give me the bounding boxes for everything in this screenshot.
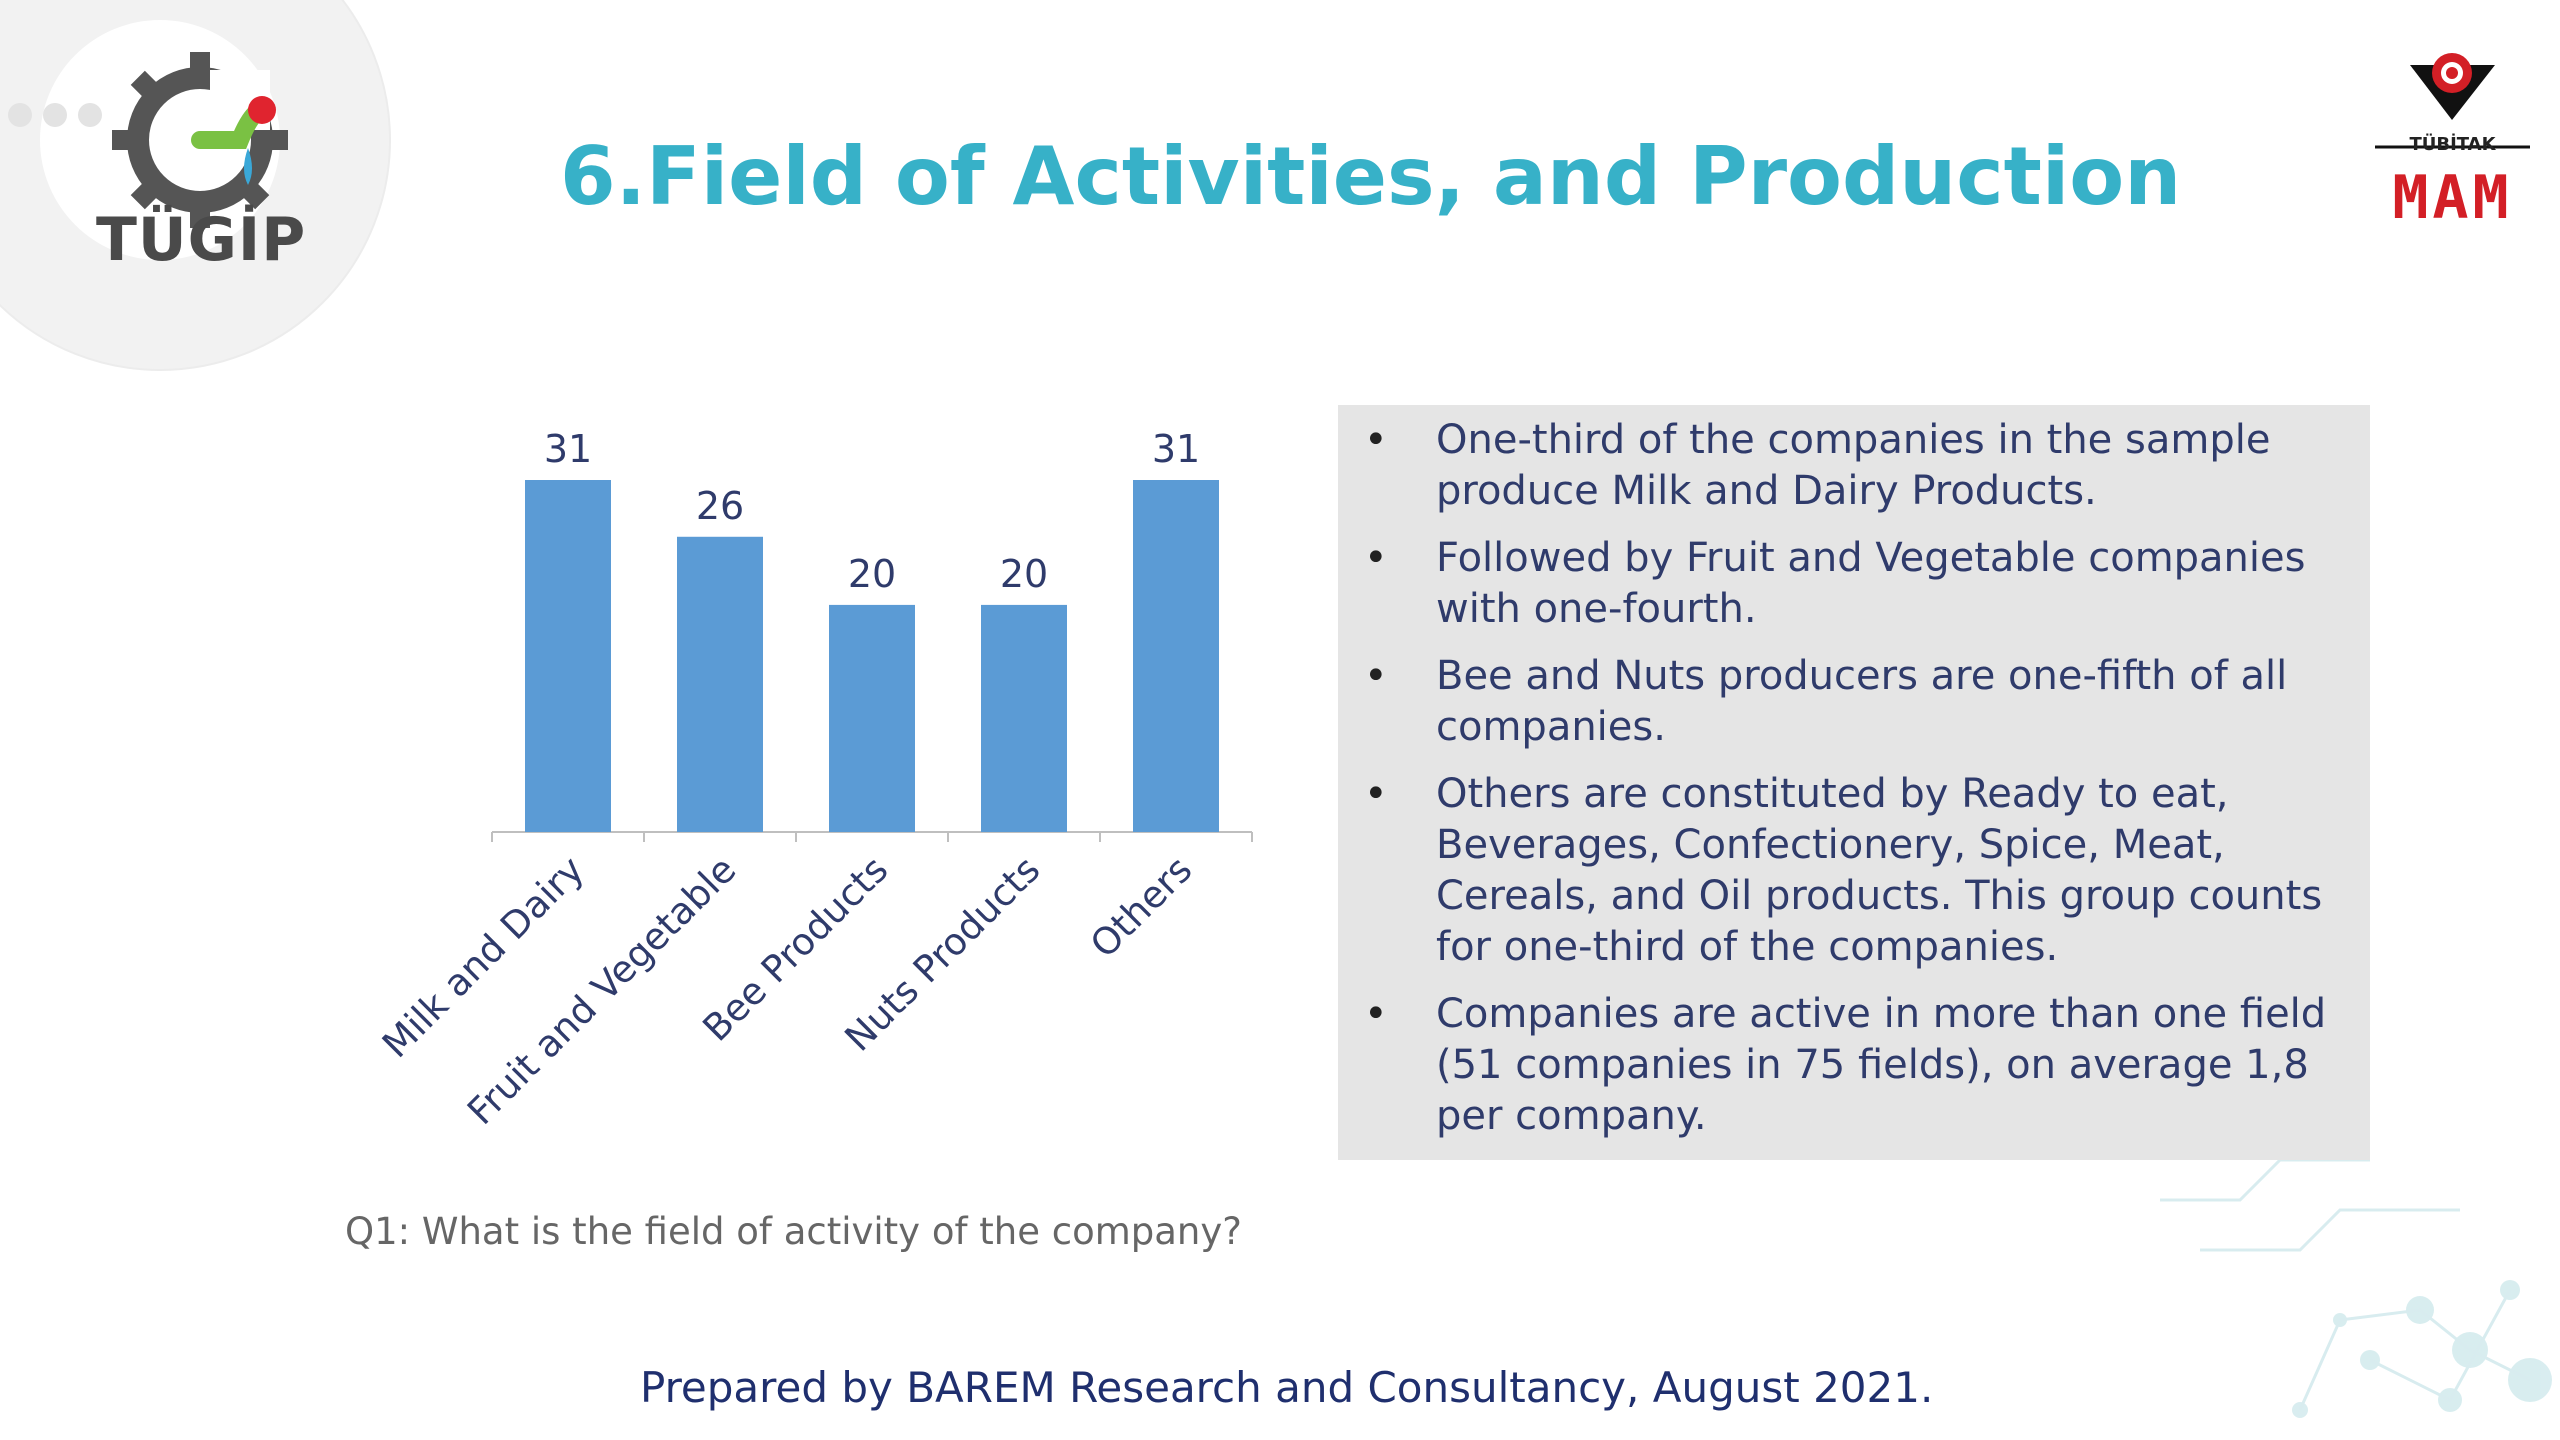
bullet-item: • Companies are active in more than one f…: [1358, 989, 2350, 1142]
bullet-dot-icon: •: [1364, 653, 1388, 699]
bullet-item: • Others are constituted by Ready to eat,…: [1358, 769, 2350, 973]
category-tick-label: Fruit and Vegetable: [459, 848, 744, 1133]
tubitak-logo-label: TÜBİTAK: [2409, 134, 2496, 155]
survey-question-note: Q1: What is the field of activity of the…: [345, 1210, 1242, 1253]
tugip-gear-logo-icon: [112, 52, 288, 228]
bar: [1133, 480, 1219, 832]
data-label: 20: [848, 552, 896, 596]
bar: [677, 536, 763, 832]
bullet-dot-icon: •: [1364, 991, 1388, 1037]
category-tick-label: Others: [1082, 848, 1200, 966]
summary-panel: • One-third of the companies in the sampl…: [1338, 405, 2370, 1160]
bullet-item: • One-third of the companies in the sampl…: [1358, 415, 2350, 517]
bullet-item: • Followed by Fruit and Vegetable compani…: [1358, 533, 2350, 635]
bullet-item: • Bee and Nuts producers are one-fifth of…: [1358, 651, 2350, 753]
summary-bullet-list: • One-third of the companies in the sampl…: [1358, 415, 2350, 1142]
bar: [525, 480, 611, 832]
bullet-text: Companies are active in more than one fi…: [1436, 991, 2327, 1139]
data-label: 31: [1152, 427, 1200, 471]
data-label: 31: [544, 427, 592, 471]
bullet-text: One-third of the companies in the sample…: [1436, 417, 2271, 514]
bullet-dot-icon: •: [1364, 417, 1388, 463]
bar: [829, 604, 915, 832]
tubitak-emblem-icon: [2375, 53, 2530, 149]
page-title: 6.Field of Activities, and Production: [560, 130, 2182, 223]
background-network-decoration: [2160, 1158, 2552, 1418]
bullet-text: Others are constituted by Ready to eat, …: [1436, 771, 2323, 970]
footer-credit: Prepared by BAREM Research and Consultan…: [640, 1363, 1934, 1412]
bullet-text: Bee and Nuts producers are one-fifth of …: [1436, 653, 2288, 750]
bullet-dot-icon: •: [1364, 535, 1388, 581]
bar: [981, 604, 1067, 832]
data-label: 26: [696, 484, 744, 528]
data-label: 20: [1000, 552, 1048, 596]
bullet-dot-icon: •: [1364, 771, 1388, 817]
mam-logo-text: MAM: [2392, 163, 2513, 233]
bullet-text: Followed by Fruit and Vegetable companie…: [1436, 535, 2306, 632]
tugip-logo-text: TÜGİP: [96, 205, 307, 275]
